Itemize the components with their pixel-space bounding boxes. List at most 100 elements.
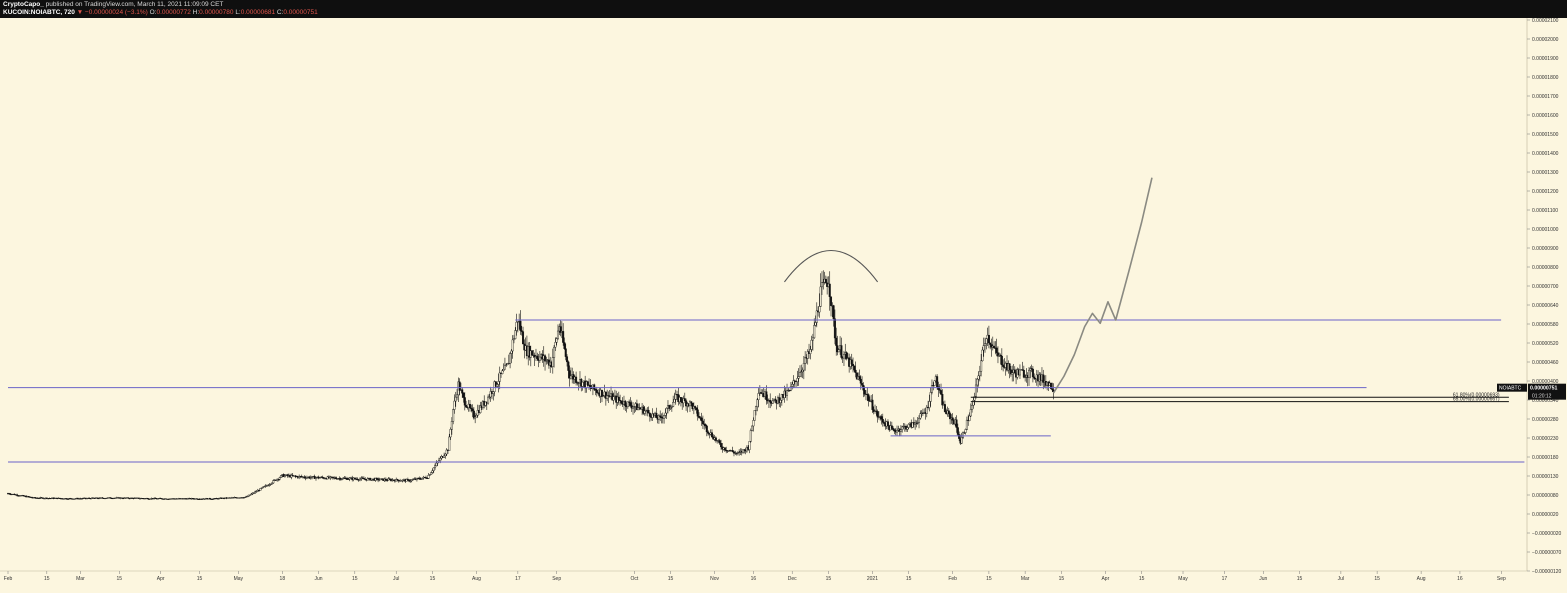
candle-body [250, 493, 253, 496]
candle-body [494, 381, 497, 387]
x-tick-label: 16 [751, 576, 757, 582]
candle-body [443, 455, 446, 458]
candle-body [1029, 368, 1032, 371]
candle-body [331, 476, 334, 478]
symbol-tag [1497, 383, 1527, 392]
candle-body [896, 430, 899, 433]
candle-body [690, 401, 693, 404]
candle-body [965, 419, 968, 430]
candle-body [16, 494, 19, 496]
x-tick-label: Mar [76, 576, 85, 582]
candle-body [263, 486, 266, 488]
candle-body [836, 345, 839, 353]
candle-body [980, 360, 983, 372]
candle-body [637, 407, 640, 411]
candle-body [947, 410, 950, 414]
x-tick-label: Aug [1417, 576, 1426, 582]
candle-body [409, 480, 412, 482]
y-tick-label: 0.00000080 [1532, 493, 1559, 499]
candle-body [254, 491, 257, 494]
candle-body [536, 355, 539, 359]
candle-body [791, 384, 794, 387]
candle-body [893, 429, 896, 432]
candle-body [796, 378, 799, 382]
candle-body [892, 428, 895, 430]
candle-body [930, 385, 933, 393]
candle-body [955, 419, 958, 428]
candle-body [318, 477, 321, 479]
candle-body [804, 357, 807, 364]
candle-body [830, 296, 833, 306]
candle-body [974, 384, 977, 397]
candle-body [544, 355, 547, 362]
fib-level-label: 61.80%(0.00000693) [1453, 392, 1500, 398]
candle-body [456, 394, 459, 398]
candle-body [668, 405, 671, 409]
candle-body [1000, 355, 1003, 366]
candle-body [38, 498, 41, 500]
candle-body [208, 498, 211, 500]
candle-body [280, 475, 283, 478]
candle-body [259, 488, 262, 491]
candle-body [638, 407, 641, 409]
candles-group [6, 270, 1055, 500]
candle-body [973, 396, 976, 401]
candle-body [972, 400, 975, 406]
x-tick-label: Jun [1259, 576, 1267, 582]
x-tick-label: 18 [280, 576, 286, 582]
candle-body [294, 475, 297, 477]
candle-body [468, 403, 471, 409]
candle-body [855, 372, 858, 380]
author-name[interactable]: CryptoCapo_ [3, 1, 44, 8]
x-tick-label: Apr [157, 576, 165, 582]
y-tick-label: 0.00000800 [1532, 265, 1559, 271]
candle-body [669, 407, 672, 409]
candle-body [362, 478, 365, 480]
candle-body [691, 403, 694, 410]
candle-body [347, 478, 350, 480]
candle-body [642, 406, 645, 414]
candle-body [969, 409, 972, 417]
candle-body [463, 397, 466, 406]
candle-body [505, 364, 508, 366]
candle-body [760, 392, 763, 394]
candle-body [919, 413, 922, 419]
x-tick-label: 15 [117, 576, 123, 582]
candle-body [1013, 369, 1016, 373]
candle-body [538, 356, 541, 361]
plot-background [0, 18, 1527, 571]
candle-body [665, 408, 668, 414]
symbol-label[interactable]: KUCOIN:NOIABTC, 720 [3, 9, 75, 16]
candle-body [509, 353, 512, 364]
candle-body [880, 416, 883, 420]
candle-body [886, 421, 889, 427]
x-tick-label: Apr [1101, 576, 1109, 582]
candle-body [314, 477, 317, 479]
candle-body [756, 399, 759, 407]
candle-body [956, 427, 959, 435]
candle-body [754, 406, 757, 411]
candle-body [522, 331, 525, 345]
candle-body [374, 478, 377, 481]
candle-body [705, 425, 708, 433]
candle-body [738, 451, 741, 453]
y-tick-label: 0.00000280 [1532, 417, 1559, 423]
candle-body [663, 415, 666, 419]
y-tick-label: 0.00001800 [1532, 75, 1559, 81]
candle-body [461, 389, 464, 394]
candle-body [941, 393, 944, 406]
candle-body [8, 493, 11, 495]
price-chart[interactable]: 0.00002100 0.00002000 0.00001900 0.00001800… [0, 18, 1567, 593]
candle-body [1042, 374, 1045, 383]
x-tick-label: Sep [1497, 576, 1506, 582]
candle-body [471, 408, 474, 412]
candle-body [272, 480, 275, 484]
candle-body [752, 420, 755, 427]
candle-body [444, 453, 447, 457]
candle-body [978, 371, 981, 377]
candle-body [736, 452, 739, 454]
candle-body [430, 472, 433, 475]
candle-body [861, 383, 864, 386]
candle-body [964, 429, 967, 433]
x-tick-label: 15 [1139, 576, 1145, 582]
